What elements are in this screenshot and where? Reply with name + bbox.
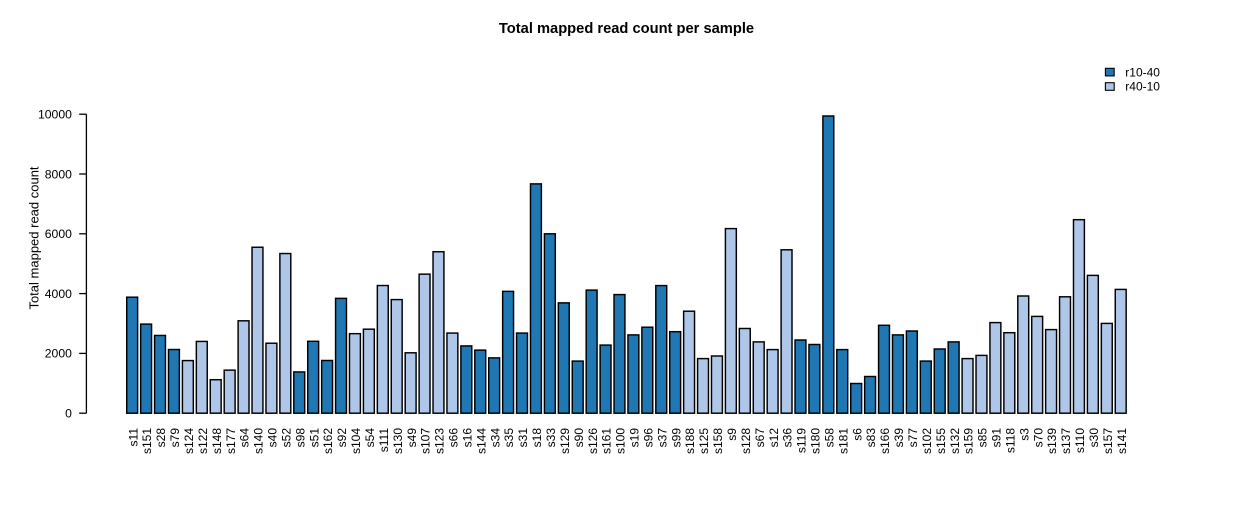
- svg-text:s77: s77: [906, 428, 920, 448]
- svg-text:6000: 6000: [45, 227, 72, 241]
- svg-text:0: 0: [65, 407, 72, 421]
- svg-text:s155: s155: [934, 428, 948, 454]
- svg-text:s118: s118: [1003, 428, 1017, 453]
- svg-text:s18: s18: [530, 428, 544, 448]
- svg-text:s99: s99: [669, 428, 683, 448]
- svg-text:s12: s12: [767, 428, 781, 448]
- svg-text:4000: 4000: [45, 287, 72, 301]
- svg-text:8000: 8000: [45, 167, 72, 181]
- svg-text:r10-40: r10-40: [1125, 65, 1160, 79]
- svg-text:s35: s35: [502, 428, 516, 448]
- svg-text:s83: s83: [864, 428, 878, 448]
- svg-text:s119: s119: [795, 428, 809, 453]
- svg-text:s124: s124: [182, 428, 196, 454]
- svg-text:10000: 10000: [38, 108, 72, 122]
- svg-text:s158: s158: [711, 428, 725, 454]
- svg-text:s132: s132: [948, 428, 962, 454]
- svg-text:s58: s58: [822, 428, 836, 448]
- svg-text:s180: s180: [809, 428, 823, 454]
- svg-text:s91: s91: [990, 428, 1004, 448]
- svg-text:s96: s96: [641, 428, 655, 448]
- svg-text:s166: s166: [878, 428, 892, 454]
- svg-text:s122: s122: [196, 428, 210, 454]
- svg-text:s102: s102: [920, 428, 934, 454]
- svg-text:s144: s144: [474, 428, 488, 454]
- svg-text:s16: s16: [460, 428, 474, 448]
- svg-text:s130: s130: [391, 428, 405, 454]
- svg-text:s161: s161: [600, 428, 614, 454]
- svg-text:s111: s111: [377, 428, 391, 453]
- svg-text:s51: s51: [307, 428, 321, 448]
- svg-text:s137: s137: [1059, 428, 1073, 454]
- svg-text:s49: s49: [405, 428, 419, 448]
- svg-text:Total mapped read count per sa: Total mapped read count per sample: [499, 21, 754, 37]
- svg-text:s36: s36: [781, 428, 795, 448]
- svg-text:s28: s28: [154, 428, 168, 448]
- svg-text:s126: s126: [586, 428, 600, 454]
- svg-text:Total mapped read count: Total mapped read count: [26, 166, 41, 309]
- svg-text:s66: s66: [447, 428, 461, 448]
- svg-text:s30: s30: [1087, 428, 1101, 448]
- svg-text:s70: s70: [1031, 428, 1045, 448]
- svg-text:2000: 2000: [45, 347, 72, 361]
- svg-text:s157: s157: [1101, 428, 1115, 454]
- svg-text:s39: s39: [892, 428, 906, 448]
- svg-text:s125: s125: [697, 428, 711, 454]
- svg-text:s188: s188: [683, 428, 697, 454]
- svg-text:s67: s67: [753, 428, 767, 448]
- svg-text:s181: s181: [836, 428, 850, 454]
- svg-text:s52: s52: [279, 428, 293, 448]
- svg-text:s141: s141: [1115, 428, 1129, 454]
- svg-text:s79: s79: [168, 428, 182, 448]
- svg-text:s140: s140: [252, 428, 266, 454]
- svg-text:s37: s37: [655, 428, 669, 448]
- svg-text:s177: s177: [224, 428, 238, 454]
- svg-text:s98: s98: [293, 428, 307, 448]
- svg-text:s6: s6: [850, 428, 864, 441]
- svg-text:s159: s159: [962, 428, 976, 454]
- svg-text:s34: s34: [488, 428, 502, 448]
- svg-text:s11: s11: [126, 428, 140, 447]
- svg-text:s128: s128: [739, 428, 753, 454]
- svg-text:s162: s162: [321, 428, 335, 454]
- svg-text:s100: s100: [614, 428, 628, 454]
- svg-text:s64: s64: [238, 428, 252, 448]
- svg-text:s104: s104: [349, 428, 363, 454]
- svg-text:s85: s85: [976, 428, 990, 448]
- svg-text:s139: s139: [1045, 428, 1059, 454]
- svg-text:s110: s110: [1073, 428, 1087, 453]
- svg-text:s3: s3: [1017, 428, 1031, 441]
- svg-text:s31: s31: [516, 428, 530, 448]
- svg-text:s90: s90: [572, 428, 586, 448]
- svg-text:s129: s129: [558, 428, 572, 454]
- svg-text:s92: s92: [335, 428, 349, 448]
- svg-text:s40: s40: [266, 428, 280, 448]
- svg-text:s151: s151: [140, 428, 154, 454]
- svg-text:s33: s33: [544, 428, 558, 448]
- svg-text:s148: s148: [210, 428, 224, 454]
- svg-text:r40-10: r40-10: [1125, 80, 1160, 94]
- svg-text:s107: s107: [419, 428, 433, 454]
- svg-text:s123: s123: [433, 428, 447, 454]
- svg-text:s54: s54: [363, 428, 377, 448]
- svg-text:s9: s9: [725, 428, 739, 441]
- svg-text:s19: s19: [628, 428, 642, 448]
